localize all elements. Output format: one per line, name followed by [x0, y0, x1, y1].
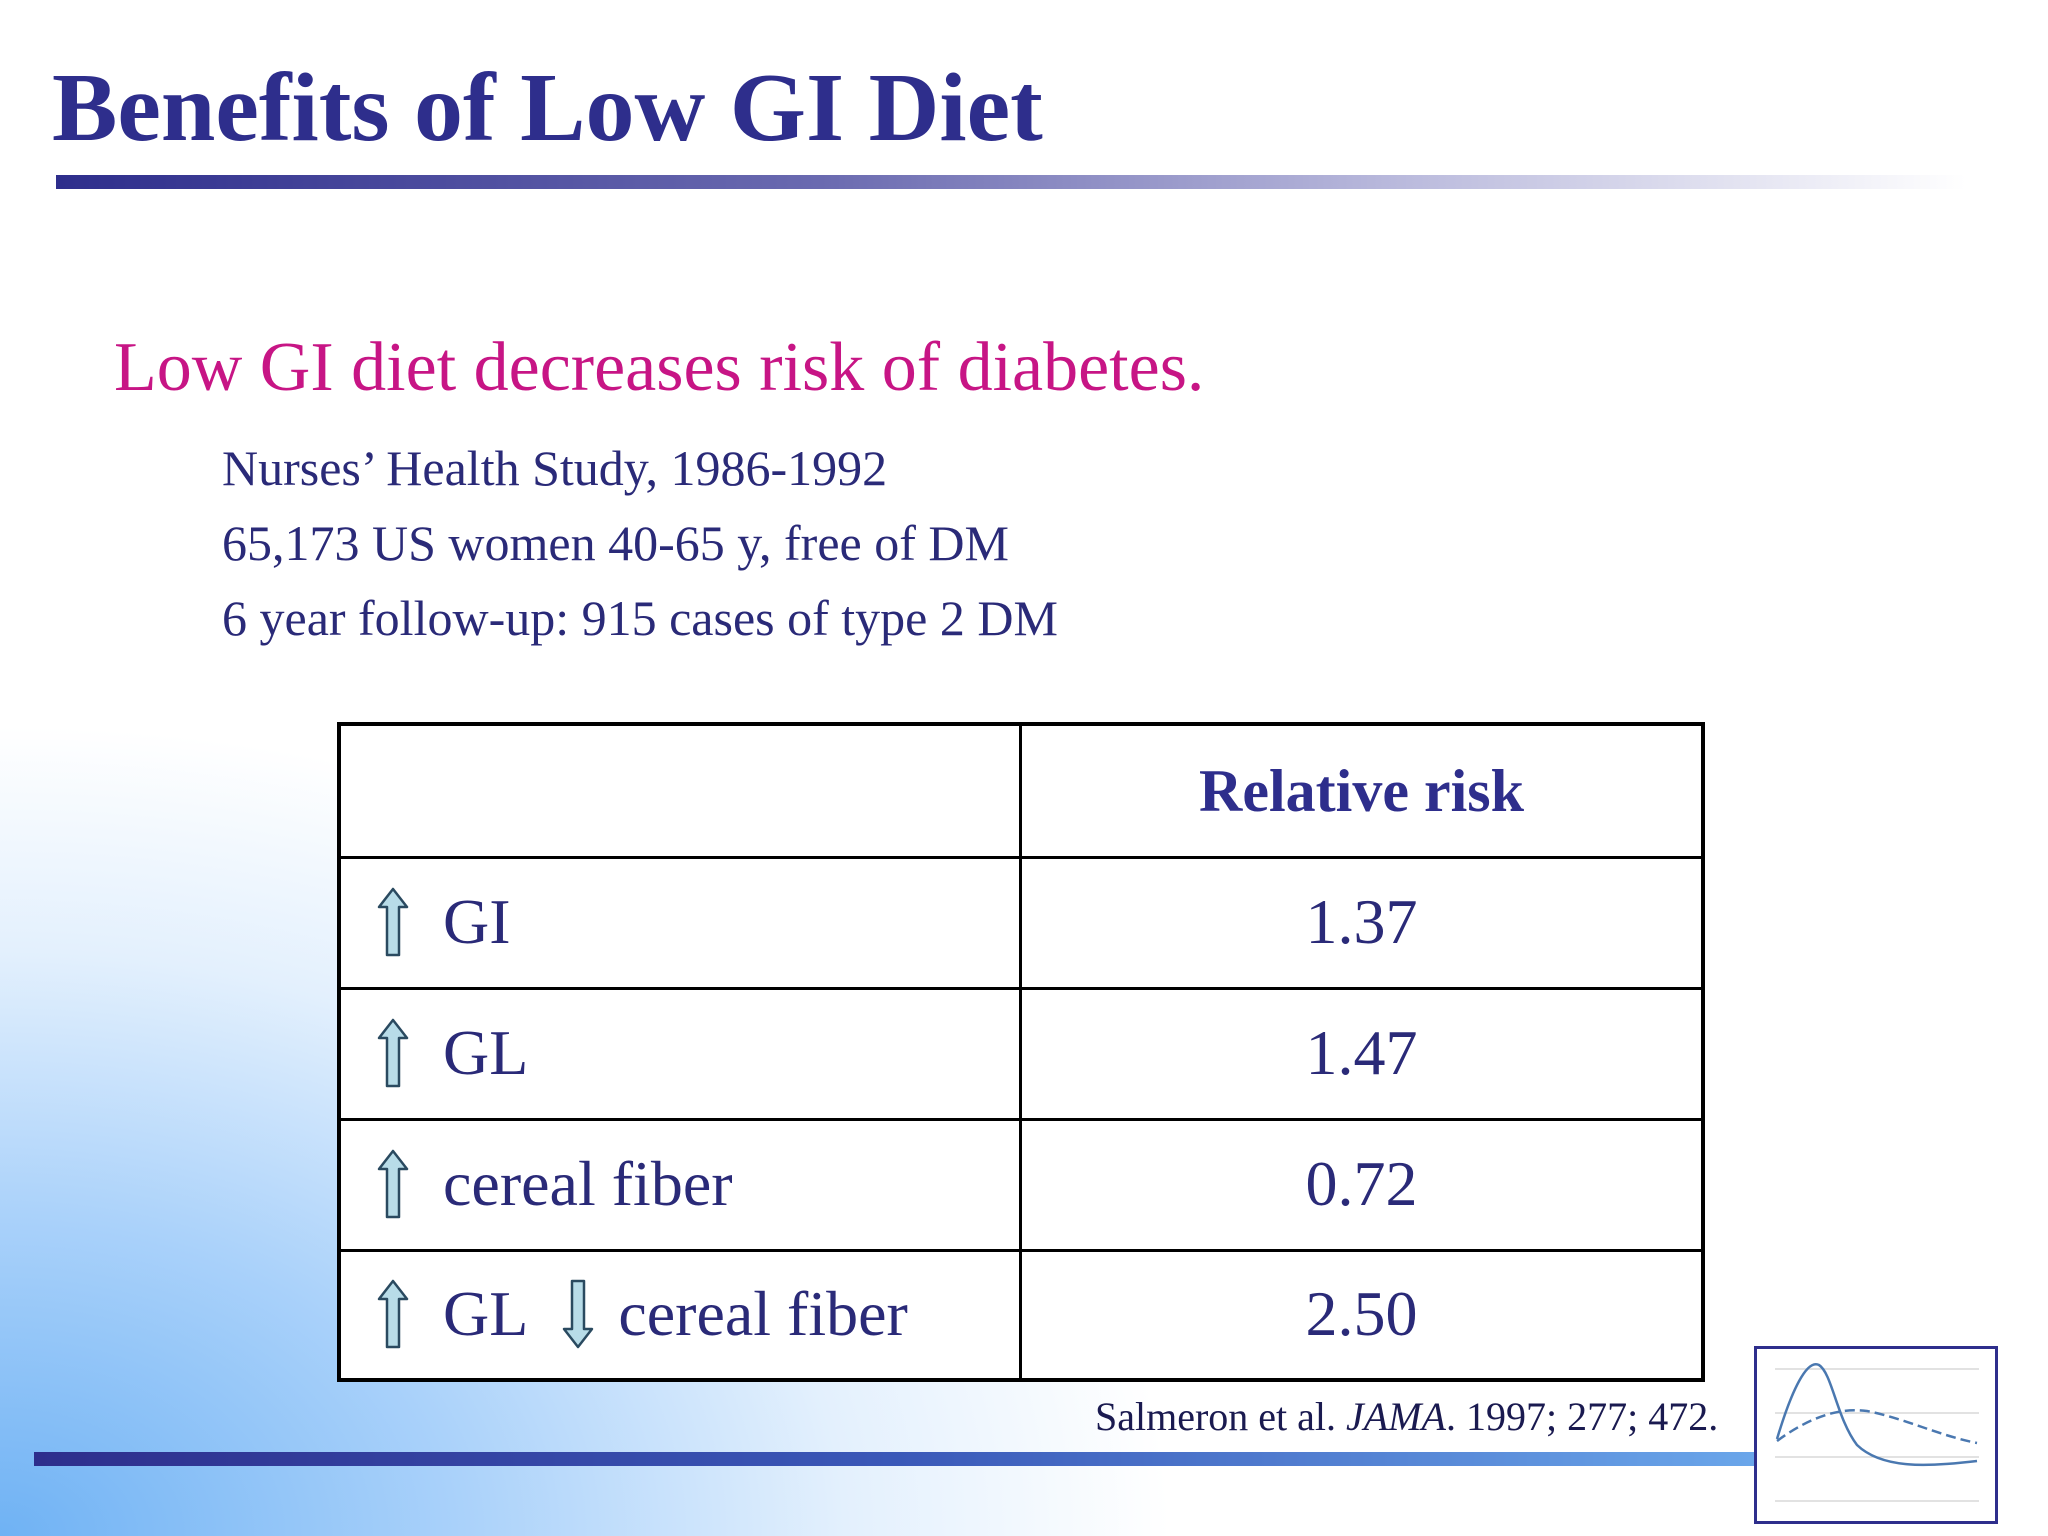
citation: Salmeron et al. JAMA. 1997; 277; 472. [1095, 1392, 1718, 1442]
relative-risk-table: Relative risk GI 1.37 GL 1.47 cereal fib… [337, 722, 1705, 1382]
detail-followup: 6 year follow-up: 915 cases of type 2 DM [222, 590, 1058, 646]
row-value: 2.50 [1305, 1278, 1418, 1349]
detail-study: Nurses’ Health Study, 1986-1992 [222, 440, 888, 496]
up-arrow-icon [377, 887, 409, 957]
row-value: 1.47 [1305, 1016, 1418, 1088]
table-row: cereal fiber 0.72 [341, 1118, 1701, 1252]
row-label: GL [443, 1016, 529, 1088]
row-label: cereal fiber [443, 1147, 733, 1219]
table-row: GL 1.47 [341, 987, 1701, 1121]
row-value: 0.72 [1305, 1147, 1418, 1219]
row-label-secondary: cereal fiber [618, 1278, 908, 1349]
row-label: GI [443, 885, 511, 957]
table-row: GI 1.37 [341, 856, 1701, 990]
bottom-rule [34, 1452, 1754, 1466]
row-label: GL [443, 1278, 529, 1349]
glycemic-curve-logo [1754, 1346, 1998, 1524]
up-arrow-icon [377, 1149, 409, 1219]
table-header-row: Relative risk [341, 726, 1701, 859]
headline: Low GI diet decreases risk of diabetes. [114, 329, 1205, 406]
up-arrow-icon [377, 1279, 409, 1349]
table-row: GL cereal fiber 2.50 [341, 1249, 1701, 1379]
citation-details: . 1997; 277; 472. [1446, 1394, 1719, 1439]
title-underline [56, 175, 1966, 189]
up-arrow-icon [377, 1018, 409, 1088]
down-arrow-icon [562, 1279, 594, 1349]
citation-journal: JAMA [1346, 1394, 1446, 1439]
detail-population: 65,173 US women 40-65 y, free of DM [222, 515, 1009, 571]
slide-title: Benefits of Low GI Diet [52, 54, 1043, 162]
citation-authors: Salmeron et al. [1095, 1394, 1347, 1439]
header-cell-empty [341, 726, 1022, 856]
header-relative-risk: Relative risk [1199, 757, 1524, 824]
row-value: 1.37 [1305, 885, 1418, 957]
